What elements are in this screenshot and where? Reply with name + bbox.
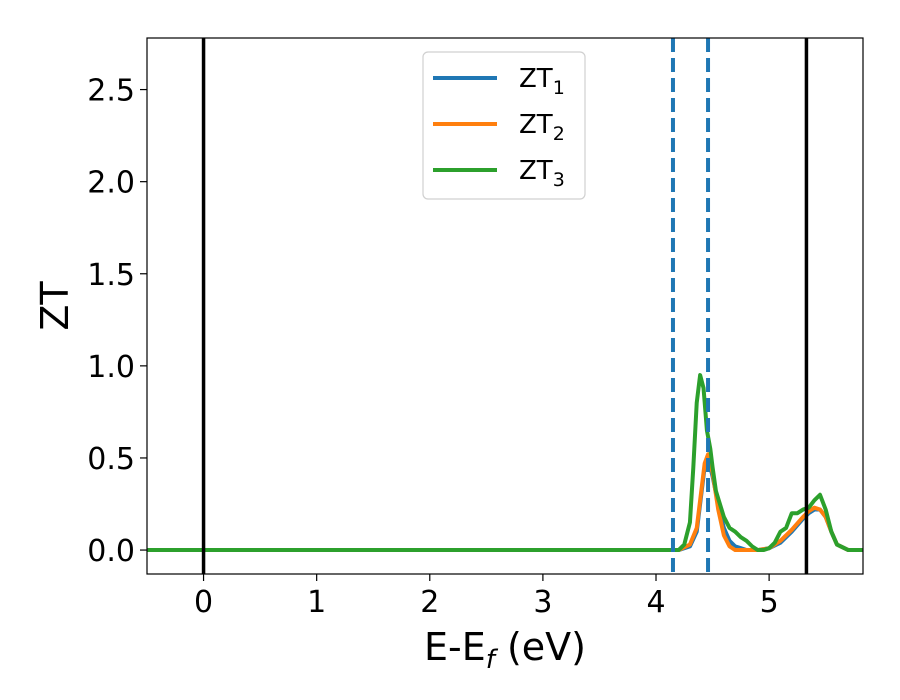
legend-box [422, 51, 586, 200]
y-tick-label: 1.5 [87, 258, 135, 293]
x-tick-label: 5 [760, 585, 779, 620]
plot-frame [146, 37, 864, 575]
axes-frame [146, 37, 864, 575]
y-tick-label: 2.0 [87, 166, 135, 201]
ticks: 0 1 2 3 4 5 0.0 0.5 1.0 1.5 2.0 2.5 [87, 74, 778, 620]
x-tick-label: 4 [646, 585, 665, 620]
y-tick-label: 0.0 [87, 534, 135, 569]
series-line-zt3 [147, 373, 863, 553]
legend-label-zt3: ZT3 [519, 156, 565, 191]
y-tick-label: 1.0 [87, 350, 135, 385]
legend-label-zt1: ZT1 [519, 64, 565, 99]
x-tick-label: 2 [420, 585, 439, 620]
y-axis-label: ZT [33, 281, 77, 331]
legend: ZT1 ZT2 ZT3 [422, 51, 586, 200]
y-tick-label: 0.5 [87, 442, 135, 477]
axis-labels: E-Ef (eV) ZT [33, 281, 586, 675]
y-tick-label: 2.5 [87, 74, 135, 109]
legend-label-zt2: ZT2 [519, 110, 565, 145]
series-line-zt2 [147, 452, 863, 553]
plot-area [147, 38, 863, 574]
series-line-zt1 [147, 455, 863, 553]
x-tick-label: 0 [194, 585, 213, 620]
x-tick-label: 3 [533, 585, 552, 620]
x-axis-label: E-Ef (eV) [424, 625, 586, 675]
x-tick-label: 1 [307, 585, 326, 620]
